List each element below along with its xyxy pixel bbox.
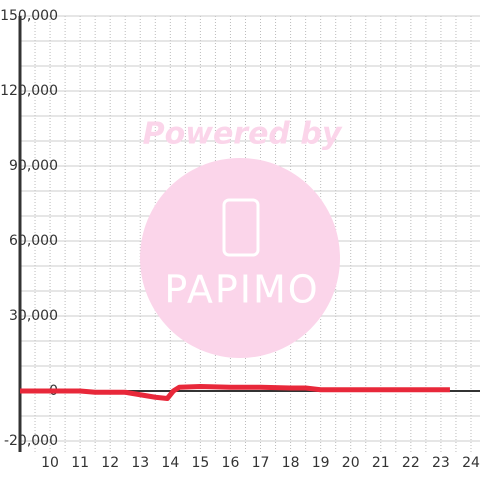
- x-tick-label: 19: [312, 455, 330, 471]
- x-tick-label: 23: [432, 455, 450, 471]
- y-tick-label: 90,000: [9, 158, 58, 174]
- x-tick-label: 24: [462, 455, 480, 471]
- y-tick-label: 60,000: [9, 233, 58, 249]
- y-tick-label: 120,000: [0, 83, 58, 99]
- y-tick-label: -20,000: [4, 433, 58, 449]
- x-tick-label: 17: [252, 455, 270, 471]
- x-tick-label: 11: [71, 455, 89, 471]
- x-tick-label: 12: [101, 455, 119, 471]
- watermark-circle: [140, 158, 340, 358]
- x-tick-label: 22: [402, 455, 420, 471]
- y-tick-label: 30,000: [9, 308, 58, 324]
- x-tick-label: 21: [372, 455, 390, 471]
- line: [20, 384, 450, 401]
- watermark-text: Powered by: [143, 117, 343, 152]
- x-tick-label: 15: [191, 455, 209, 471]
- x-tick-label: 16: [222, 455, 240, 471]
- x-tick-label: 10: [41, 455, 59, 471]
- x-tick-label: 14: [161, 455, 179, 471]
- x-tick-label: 18: [282, 455, 300, 471]
- watermark-logo: PAPIMO: [164, 268, 319, 312]
- x-tick-label: 20: [342, 455, 360, 471]
- y-tick-label: 150,000: [0, 8, 58, 24]
- x-tick-label: 13: [131, 455, 149, 471]
- watermark-icon: [222, 198, 260, 257]
